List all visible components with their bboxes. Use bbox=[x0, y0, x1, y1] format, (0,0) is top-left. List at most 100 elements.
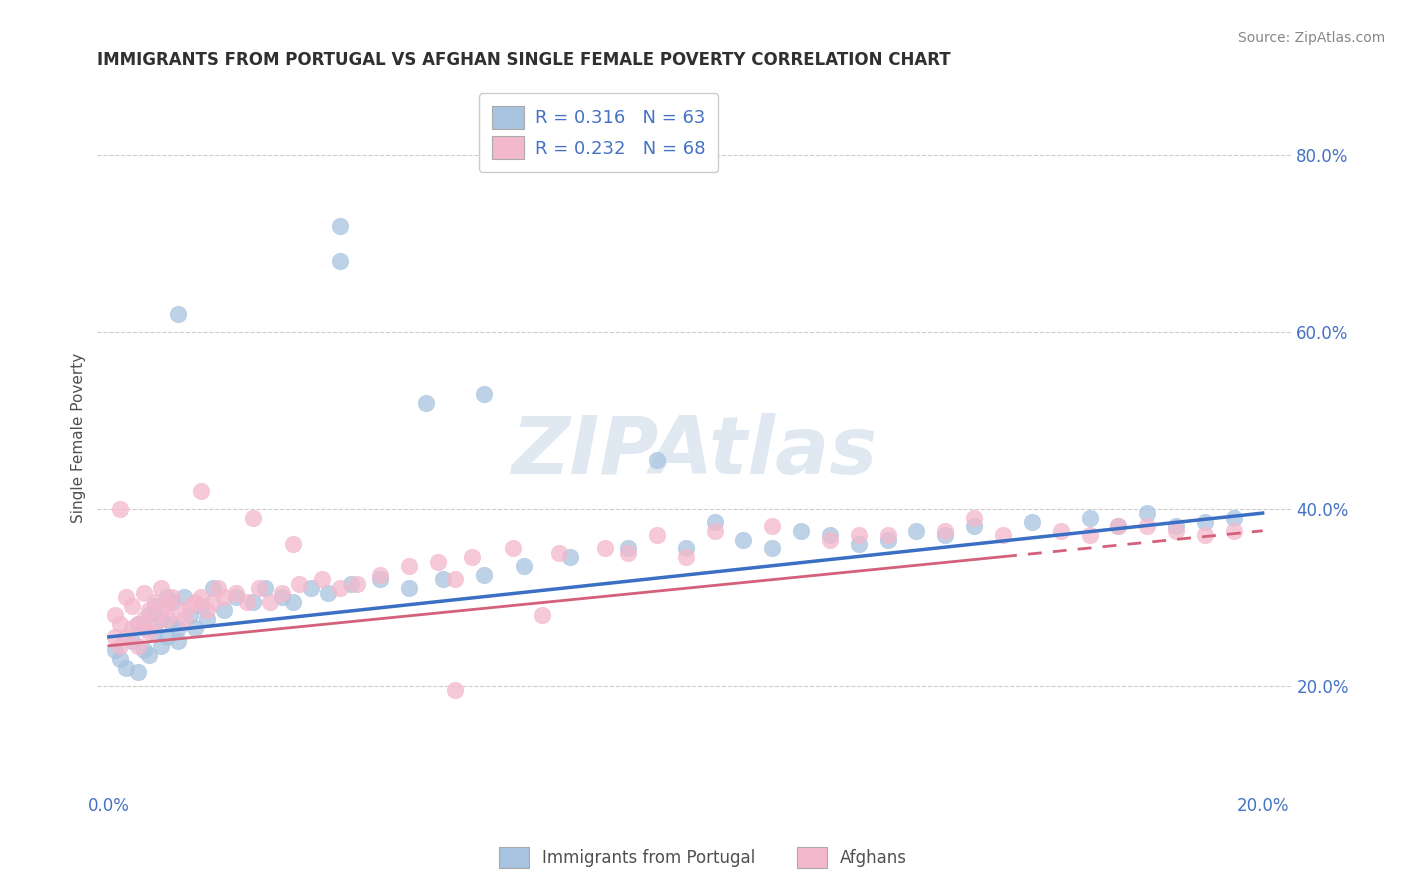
Point bbox=[1194, 515, 1216, 529]
Point bbox=[214, 590, 236, 604]
Point bbox=[547, 546, 569, 560]
Point bbox=[472, 386, 495, 401]
Point bbox=[461, 550, 484, 565]
Point bbox=[259, 594, 281, 608]
Point bbox=[190, 483, 212, 498]
Point bbox=[242, 594, 264, 608]
Point bbox=[162, 590, 184, 604]
Point bbox=[703, 524, 725, 538]
Point bbox=[876, 533, 898, 547]
Point bbox=[368, 573, 391, 587]
Point bbox=[247, 581, 270, 595]
Point bbox=[138, 625, 160, 640]
Point bbox=[127, 616, 149, 631]
Point bbox=[155, 612, 177, 626]
Point bbox=[848, 537, 870, 551]
Point bbox=[115, 630, 138, 644]
Point bbox=[1107, 519, 1129, 533]
Point bbox=[1223, 510, 1246, 524]
Point bbox=[761, 541, 783, 556]
Point bbox=[242, 510, 264, 524]
Point bbox=[818, 533, 841, 547]
Point bbox=[155, 590, 177, 604]
Point bbox=[195, 612, 218, 626]
Point bbox=[271, 585, 294, 599]
Legend: R = 0.316   N = 63, R = 0.232   N = 68: R = 0.316 N = 63, R = 0.232 N = 68 bbox=[479, 93, 718, 172]
Point bbox=[127, 639, 149, 653]
Point bbox=[513, 559, 536, 574]
Point bbox=[876, 528, 898, 542]
Point bbox=[346, 577, 368, 591]
Point bbox=[173, 590, 195, 604]
Y-axis label: Single Female Poverty: Single Female Poverty bbox=[72, 353, 86, 523]
Point bbox=[675, 541, 697, 556]
Point bbox=[127, 665, 149, 680]
Point bbox=[167, 603, 190, 617]
Point bbox=[530, 607, 553, 622]
Point bbox=[283, 594, 305, 608]
Point bbox=[225, 590, 247, 604]
Point bbox=[1223, 524, 1246, 538]
Point bbox=[645, 453, 668, 467]
Point bbox=[167, 307, 190, 321]
Point bbox=[138, 648, 160, 662]
Point bbox=[271, 590, 294, 604]
Point bbox=[143, 594, 166, 608]
Point bbox=[283, 537, 305, 551]
Point bbox=[1136, 506, 1159, 520]
Point bbox=[195, 603, 218, 617]
Point bbox=[675, 550, 697, 565]
Point bbox=[1164, 524, 1187, 538]
Point bbox=[184, 621, 207, 635]
Text: IMMIGRANTS FROM PORTUGAL VS AFGHAN SINGLE FEMALE POVERTY CORRELATION CHART: IMMIGRANTS FROM PORTUGAL VS AFGHAN SINGL… bbox=[97, 51, 950, 69]
Point bbox=[905, 524, 928, 538]
Point bbox=[179, 599, 201, 613]
Point bbox=[1078, 528, 1101, 542]
Point bbox=[963, 519, 986, 533]
Point bbox=[1078, 510, 1101, 524]
Point bbox=[173, 612, 195, 626]
Point bbox=[132, 585, 155, 599]
Point bbox=[167, 621, 190, 635]
Text: Source: ZipAtlas.com: Source: ZipAtlas.com bbox=[1237, 31, 1385, 45]
Point bbox=[398, 581, 420, 595]
Point bbox=[444, 683, 467, 698]
Point bbox=[179, 607, 201, 622]
Point bbox=[703, 515, 725, 529]
Point bbox=[149, 639, 172, 653]
Point bbox=[127, 616, 149, 631]
Point bbox=[207, 581, 229, 595]
Point bbox=[143, 625, 166, 640]
Point bbox=[121, 599, 143, 613]
Point bbox=[848, 528, 870, 542]
Point bbox=[184, 594, 207, 608]
Point bbox=[790, 524, 813, 538]
Point bbox=[104, 630, 127, 644]
Point bbox=[560, 550, 582, 565]
Point bbox=[593, 541, 616, 556]
Point bbox=[288, 577, 311, 591]
Point bbox=[225, 585, 247, 599]
Point bbox=[1021, 515, 1043, 529]
Point bbox=[311, 573, 333, 587]
Point bbox=[1194, 528, 1216, 542]
Point bbox=[110, 501, 132, 516]
Point bbox=[368, 568, 391, 582]
Point bbox=[934, 528, 956, 542]
Point bbox=[329, 219, 352, 233]
Point bbox=[132, 643, 155, 657]
Point bbox=[444, 573, 467, 587]
Point bbox=[432, 573, 454, 587]
Point bbox=[110, 616, 132, 631]
Point bbox=[818, 528, 841, 542]
Point bbox=[299, 581, 322, 595]
Point bbox=[110, 639, 132, 653]
Point bbox=[149, 581, 172, 595]
Point bbox=[236, 594, 259, 608]
Point bbox=[733, 533, 755, 547]
Point bbox=[190, 599, 212, 613]
Point bbox=[645, 528, 668, 542]
Point bbox=[167, 634, 190, 648]
Point bbox=[132, 621, 155, 635]
Point bbox=[253, 581, 276, 595]
